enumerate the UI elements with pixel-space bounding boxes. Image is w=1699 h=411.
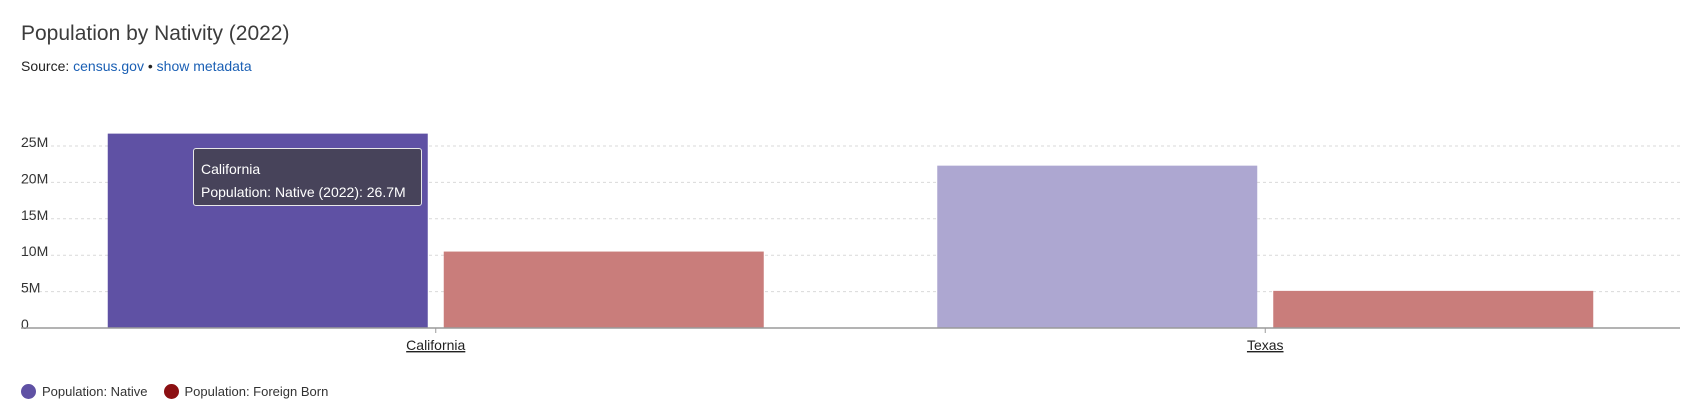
y-tick-label: 0 [21,316,29,332]
legend-item-foreign-born[interactable]: Population: Foreign Born [163,384,329,399]
y-tick-label: 10M [21,243,48,259]
show-metadata-link[interactable]: show metadata [156,58,252,74]
source-label: Source: [21,58,74,74]
x-tick-label[interactable]: California [406,337,465,353]
y-tick-label: 15M [21,207,48,223]
x-tick-label[interactable]: Texas [1247,337,1284,353]
source-separator: • [143,58,157,74]
legend-native-swatch-icon [21,384,36,399]
bar-texas-native[interactable] [937,165,1258,328]
legend-item-native[interactable]: Population: Native [21,384,148,399]
tooltip-title: California [201,161,261,177]
legend-foreign-born-swatch-icon [163,384,179,399]
legend-native-label: Population: Native [42,384,148,399]
tooltip-text: Population: Native (2022): 26.7M [201,184,406,200]
y-tick-label: 20M [21,170,48,186]
chart-legend: Population: Native Population: Foreign B… [21,384,344,399]
bar-california-foreign-born[interactable] [443,251,764,328]
chart-source: Source: census.gov • show metadata [21,58,252,74]
bar-texas-foreign-born[interactable] [1273,290,1594,328]
chart-tooltip: California Population: Native (2022): 26… [193,148,422,206]
y-tick-label: 5M [21,280,40,296]
y-tick-label: 25M [21,134,48,150]
legend-foreign-born-label: Population: Foreign Born [184,384,329,399]
source-link[interactable]: census.gov [73,58,144,74]
chart-title: Population by Nativity (2022) [21,22,290,45]
